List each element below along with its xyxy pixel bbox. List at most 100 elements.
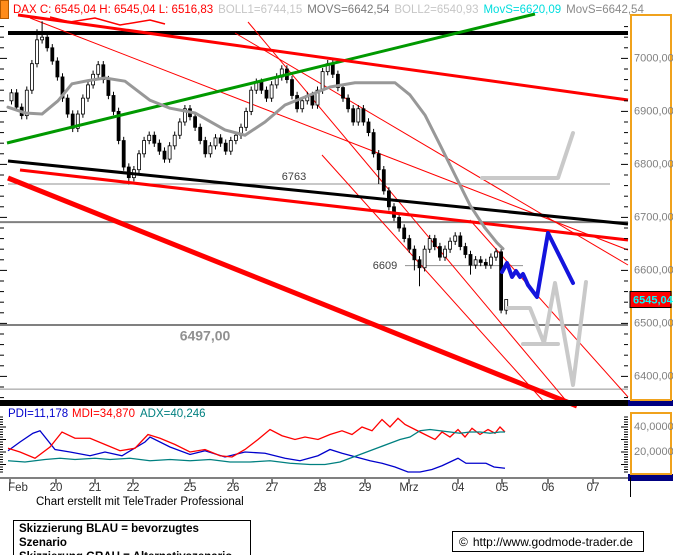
website-link[interactable]: © http://www.godmode-trader.de <box>452 531 644 552</box>
candle-body <box>463 246 468 255</box>
level-label-6609: 6609 <box>373 260 397 272</box>
price-label-6700: 6700,00 <box>634 211 673 223</box>
indicator-axis-panel <box>630 412 672 475</box>
candle-body <box>417 259 422 269</box>
candle-body <box>259 81 264 91</box>
candle-body <box>432 238 437 247</box>
candle-body <box>499 251 504 311</box>
candle-body <box>9 92 14 102</box>
candle-body <box>453 235 458 242</box>
candle-body <box>320 71 325 91</box>
candle-body <box>233 134 238 141</box>
candle-body <box>193 116 198 128</box>
candle-body <box>483 262 488 266</box>
candle-body <box>351 108 356 123</box>
candle-body <box>300 100 305 110</box>
candle-body <box>162 150 167 160</box>
copyright-icon: © <box>459 534 468 549</box>
candle-body <box>249 89 254 112</box>
candle-body <box>121 140 126 168</box>
candle-body <box>228 140 233 152</box>
quote-line: DAX C: 6545,04 H: 6545,04 L: 6516,83 BOLL… <box>13 4 649 16</box>
candle-body <box>137 153 141 171</box>
candle-body <box>152 134 157 144</box>
candle-body <box>167 145 172 160</box>
candle-body <box>407 238 412 250</box>
trendline-green-support <box>6 12 536 145</box>
candle-body <box>361 108 366 123</box>
last-price-box <box>629 291 672 309</box>
candle-body <box>376 153 381 171</box>
candle-body <box>106 79 111 96</box>
price-label-6900: 6900,00 <box>634 105 673 117</box>
scenario-legend: Skizzierung BLAU = bevorzugtes Szenario … <box>13 520 251 555</box>
time-label-21: 21 <box>89 482 102 494</box>
candle-body <box>473 259 478 266</box>
candle-body <box>147 134 152 141</box>
candle-body <box>182 108 187 123</box>
trendline-red-fan-4 <box>321 154 546 404</box>
last-price-label: 6545,04 <box>633 294 673 306</box>
trendline-red-major-downtrend <box>7 175 578 409</box>
time-label-25: 25 <box>184 482 197 494</box>
candle-body <box>412 248 417 261</box>
candle-body <box>157 142 162 152</box>
candle-body <box>290 79 294 96</box>
header-quote-segment-3: BOLL2=6540,93 <box>394 4 479 16</box>
time-label-07: 07 <box>587 482 600 494</box>
candle-body <box>177 121 182 136</box>
time-label-20: 20 <box>50 482 63 494</box>
time-label-28: 28 <box>314 482 327 494</box>
time-label-Feb: Feb <box>8 482 28 494</box>
candle-body <box>244 110 249 128</box>
candle-body <box>40 36 44 41</box>
sketch-blue-preferred-scenario <box>500 231 575 299</box>
indicator-series-MDI <box>7 417 506 459</box>
candle-body <box>448 240 453 250</box>
indicator-label-40: 40,0000 <box>634 421 673 433</box>
candle-body <box>402 227 407 239</box>
candle-body <box>111 95 116 112</box>
candle-body <box>213 137 218 147</box>
candle-body <box>142 140 147 155</box>
candle-body <box>29 63 34 91</box>
candle-body <box>55 60 60 78</box>
scenario-legend-line-gray: Skizzierung GRAU = Alternativszenario <box>19 550 245 555</box>
candle-body <box>14 92 19 108</box>
indicator-legend-adx: ADX=40,246 <box>140 408 206 420</box>
header-quote-segment-1: BOLL1=6744,15 <box>218 4 303 16</box>
sketch-gray-alternative-upper <box>480 131 575 180</box>
indicator-legend-pdi: PDI=11,178 <box>8 408 68 420</box>
candle-body <box>443 248 447 258</box>
price-axis-panel <box>630 14 672 401</box>
time-label-04: 04 <box>452 482 465 494</box>
candle-body <box>478 259 483 263</box>
time-label-26: 26 <box>227 482 240 494</box>
candle-body <box>488 256 493 266</box>
trendline-black-resistance <box>7 159 629 226</box>
candle-body <box>330 63 335 75</box>
candle-body <box>96 64 101 75</box>
candle-body <box>366 121 371 133</box>
candle-body <box>315 89 320 106</box>
header-quote-segment-0: DAX C: 6545,04 H: 6545,04 L: 6516,83 <box>13 4 214 16</box>
level-label-6763: 6763 <box>282 171 306 183</box>
sketch-gray-alternative-lower <box>506 280 588 387</box>
candle-body <box>437 246 442 258</box>
website-url-text: http://www.godmode-trader.de <box>472 534 633 549</box>
moving-average-line <box>6 76 505 251</box>
time-label-22: 22 <box>127 482 140 494</box>
candle-body <box>341 87 345 99</box>
candle-body <box>81 97 85 115</box>
trendline-red-resistance <box>19 168 629 242</box>
candle-body <box>208 145 213 155</box>
candle-body <box>264 89 269 99</box>
candle-body <box>50 47 55 62</box>
candle-body <box>223 142 228 152</box>
candle-body <box>381 169 386 192</box>
candle-body <box>35 39 39 65</box>
candle-body <box>310 95 315 106</box>
candle-body <box>346 97 351 110</box>
